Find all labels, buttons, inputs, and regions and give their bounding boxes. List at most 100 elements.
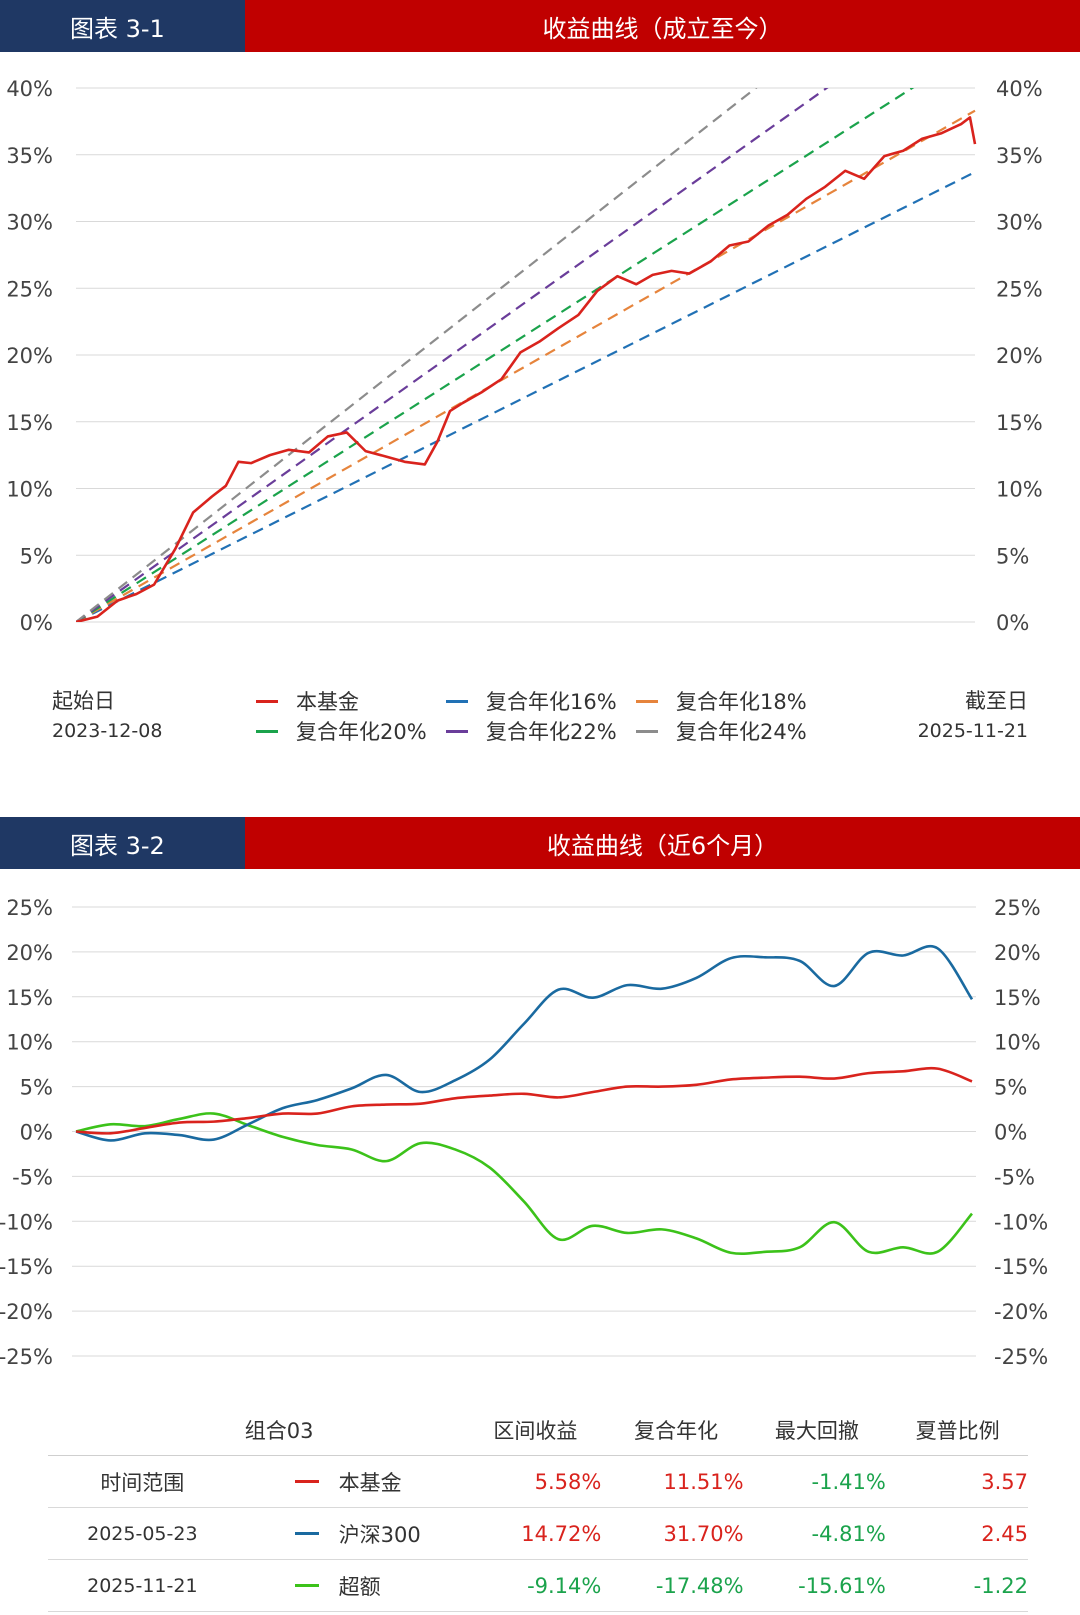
legend-swatch <box>636 699 658 703</box>
legend-swatch <box>256 699 278 703</box>
y-tick-label-right: 10% <box>996 478 1043 502</box>
y-tick-label-left: 15% <box>6 986 53 1010</box>
legend-swatch <box>636 729 658 733</box>
series-name: 超额 <box>338 1574 381 1599</box>
series-line-fund <box>76 116 977 622</box>
table-value-cell: -15.61% <box>798 1573 886 1598</box>
y-tick-label-right: 40% <box>996 77 1043 101</box>
y-tick-label-left: 20% <box>6 941 53 965</box>
table-row-left-label: 2025-11-21 <box>87 1574 198 1597</box>
y-tick-label-left: 15% <box>6 411 53 435</box>
y-tick-label-left: 30% <box>6 211 53 235</box>
y-tick-label-right: 25% <box>994 896 1041 920</box>
table-header-cell: 最大回撤 <box>774 1419 859 1443</box>
table-row-left-label: 2025-05-23 <box>87 1522 198 1545</box>
y-tick-label-right: -25% <box>994 1345 1048 1369</box>
table-value-cell: 5.58% <box>534 1469 602 1494</box>
table-row-series: 超额 <box>237 1571 460 1601</box>
y-tick-label-left: 20% <box>6 344 53 368</box>
figure1-tag: 图表 3-1 <box>0 0 245 52</box>
legend-swatch <box>446 729 468 733</box>
table-header-cell: 夏普比例 <box>915 1419 1000 1443</box>
table-value-cell: 14.72% <box>521 1521 602 1546</box>
table-value-cell: -1.41% <box>811 1469 886 1494</box>
table-value-cell: -9.14% <box>527 1573 602 1598</box>
legend-label: 复合年化18% <box>676 690 807 714</box>
y-tick-label-right: 30% <box>996 211 1043 235</box>
table-header-cell: 区间收益 <box>493 1419 578 1443</box>
y-tick-label-left: -10% <box>0 1210 53 1234</box>
series-name: 本基金 <box>338 1470 402 1495</box>
y-tick-label-left: 0% <box>20 1121 53 1145</box>
figure2-title: 收益曲线（近6个月） <box>245 817 1080 869</box>
y-tick-label-left: -5% <box>12 1165 53 1189</box>
table-value-cell: 2.45 <box>981 1521 1029 1546</box>
performance-table: 组合03 区间收益 复合年化 最大回撤 夏普比例 时间范围 本基金 5.58% 11.51% -1… <box>48 1405 1028 1612</box>
legend-item: 复合年化24% <box>636 716 807 746</box>
y-tick-label-left: 40% <box>6 77 53 101</box>
figure1-end: 截至日 2025-11-21 <box>918 686 1028 746</box>
table-header-cell: 组合03 <box>244 1419 314 1443</box>
y-tick-label-right: 10% <box>994 1031 1041 1055</box>
y-tick-label-left: -25% <box>0 1345 53 1369</box>
y-tick-label-left: 5% <box>20 544 53 568</box>
y-tick-label-right: 35% <box>996 144 1043 168</box>
y-tick-label-left: 10% <box>6 1031 53 1055</box>
legend-label: 复合年化16% <box>486 690 617 714</box>
figure2-header: 图表 3-2 收益曲线（近6个月） <box>0 817 1080 869</box>
start-date-value: 2023-12-08 <box>52 720 163 742</box>
legend-item: 复合年化16% <box>446 686 617 716</box>
y-tick-label-left: -15% <box>0 1255 53 1279</box>
table-value-cell: 31.70% <box>663 1521 744 1546</box>
legend-label: 复合年化22% <box>486 720 617 744</box>
chart-6m-return: -25% -25% -20% -20% -15% -15% -10% -10% -5% -5% 0%… <box>0 896 1048 1369</box>
y-tick-label-left: -20% <box>0 1300 53 1324</box>
y-tick-label-left: 5% <box>20 1076 53 1100</box>
series-swatch <box>294 1584 319 1587</box>
y-tick-label-right: 0% <box>996 611 1029 635</box>
y-tick-label-right: -5% <box>994 1165 1035 1189</box>
series-line-cagr20 <box>76 88 915 622</box>
series-line-cagr16 <box>76 171 976 622</box>
series-swatch <box>294 1532 319 1535</box>
legend-label: 复合年化24% <box>676 720 807 744</box>
y-tick-label-right: 15% <box>996 411 1043 435</box>
y-tick-label-right: 20% <box>996 344 1043 368</box>
y-tick-label-right: 5% <box>996 544 1029 568</box>
start-date-label: 起始日 <box>52 689 115 713</box>
table-value-cell: 11.51% <box>663 1469 744 1494</box>
legend-item: 复合年化22% <box>446 716 617 746</box>
table-value-cell: -4.81% <box>811 1521 886 1546</box>
y-tick-label-right: 15% <box>994 986 1041 1010</box>
legend-item: 本基金 <box>256 686 359 716</box>
series-swatch <box>294 1480 319 1483</box>
y-tick-label-left: 25% <box>6 896 53 920</box>
series-line-cagr24 <box>76 88 758 622</box>
figure1-title: 收益曲线（成立至今） <box>245 0 1080 52</box>
y-tick-label-left: 10% <box>6 478 53 502</box>
table-value-cell: -17.48% <box>655 1573 744 1598</box>
series-line-excess <box>75 1112 973 1255</box>
series-name: 沪深300 <box>338 1522 421 1547</box>
end-date-value: 2025-11-21 <box>917 720 1028 742</box>
table-row-series: 本基金 <box>237 1467 460 1497</box>
table-header: 组合03 区间收益 复合年化 最大回撤 夏普比例 <box>48 1405 1028 1456</box>
legend-swatch <box>446 699 468 703</box>
y-tick-label-right: 5% <box>994 1076 1027 1100</box>
series-line-fund <box>75 1066 973 1135</box>
series-line-cagr18 <box>76 109 976 622</box>
table-value-cell: 3.57 <box>981 1469 1029 1494</box>
table-row: 时间范围 本基金 5.58% 11.51% -1.41% 3.57 <box>48 1456 1028 1508</box>
chart-cumulative-return: 0% 0% 5% 5% 10% 10% 15% 15% 20% 20% 25% 25% 30% 30% 35… <box>6 77 1043 635</box>
series-line-cagr22 <box>76 88 829 622</box>
y-tick-label-left: 0% <box>20 611 53 635</box>
y-tick-label-right: 0% <box>994 1121 1027 1145</box>
series-line-hs300 <box>75 944 974 1142</box>
figure1-header: 图表 3-1 收益曲线（成立至今） <box>0 0 1080 52</box>
y-tick-label-left: 35% <box>6 144 53 168</box>
table-header-cell: 复合年化 <box>634 1419 719 1443</box>
y-tick-label-right: -20% <box>994 1300 1048 1324</box>
legend-item: 复合年化20% <box>256 716 427 746</box>
table-row: 2025-05-23 沪深300 14.72% 31.70% -4.81% 2.45 <box>48 1508 1028 1560</box>
legend-item: 复合年化18% <box>636 686 807 716</box>
